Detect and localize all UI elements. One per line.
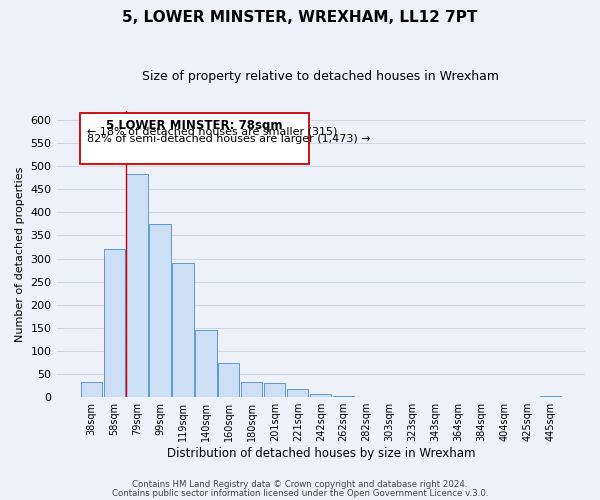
Bar <box>218 362 239 397</box>
Bar <box>104 250 125 397</box>
Text: 5, LOWER MINSTER, WREXHAM, LL12 7PT: 5, LOWER MINSTER, WREXHAM, LL12 7PT <box>122 10 478 25</box>
Bar <box>310 394 331 397</box>
Bar <box>127 174 148 397</box>
Bar <box>80 382 101 397</box>
Bar <box>333 396 354 397</box>
Y-axis label: Number of detached properties: Number of detached properties <box>15 166 25 342</box>
Text: 5 LOWER MINSTER: 78sqm: 5 LOWER MINSTER: 78sqm <box>106 119 283 132</box>
X-axis label: Distribution of detached houses by size in Wrexham: Distribution of detached houses by size … <box>167 447 475 460</box>
Bar <box>241 382 262 397</box>
Bar <box>264 384 286 397</box>
Title: Size of property relative to detached houses in Wrexham: Size of property relative to detached ho… <box>142 70 499 83</box>
Bar <box>172 263 194 397</box>
Bar <box>149 224 170 397</box>
Bar <box>196 330 217 397</box>
Bar <box>287 390 308 397</box>
Text: Contains public sector information licensed under the Open Government Licence v.: Contains public sector information licen… <box>112 488 488 498</box>
Bar <box>540 396 561 397</box>
Text: Contains HM Land Registry data © Crown copyright and database right 2024.: Contains HM Land Registry data © Crown c… <box>132 480 468 489</box>
FancyBboxPatch shape <box>80 113 309 164</box>
Text: ← 18% of detached houses are smaller (315): ← 18% of detached houses are smaller (31… <box>86 126 337 136</box>
Text: 82% of semi-detached houses are larger (1,473) →: 82% of semi-detached houses are larger (… <box>86 134 370 143</box>
